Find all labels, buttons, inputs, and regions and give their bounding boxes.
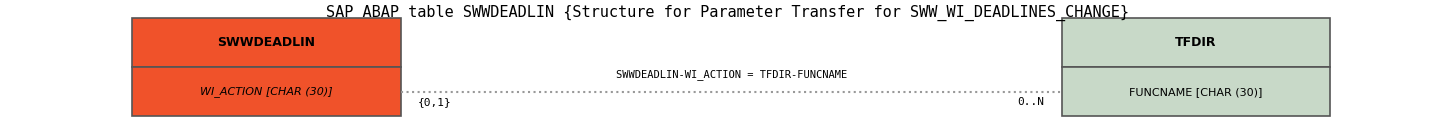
Text: {0,1}: {0,1} — [418, 97, 453, 107]
Text: SAP ABAP table SWWDEADLIN {Structure for Parameter Transfer for SWW_WI_DEADLINES: SAP ABAP table SWWDEADLIN {Structure for… — [326, 5, 1129, 22]
FancyBboxPatch shape — [132, 18, 400, 67]
Text: TFDIR: TFDIR — [1176, 36, 1216, 49]
FancyBboxPatch shape — [132, 67, 400, 116]
Text: FUNCNAME [CHAR (30)]: FUNCNAME [CHAR (30)] — [1129, 87, 1263, 97]
FancyBboxPatch shape — [1062, 18, 1330, 67]
Text: WI_ACTION [CHAR (30)]: WI_ACTION [CHAR (30)] — [201, 86, 333, 97]
Text: SWWDEADLIN: SWWDEADLIN — [217, 36, 316, 49]
Text: SWWDEADLIN-WI_ACTION = TFDIR-FUNCNAME: SWWDEADLIN-WI_ACTION = TFDIR-FUNCNAME — [615, 69, 847, 80]
FancyBboxPatch shape — [1062, 67, 1330, 116]
Text: 0..N: 0..N — [1017, 97, 1045, 107]
